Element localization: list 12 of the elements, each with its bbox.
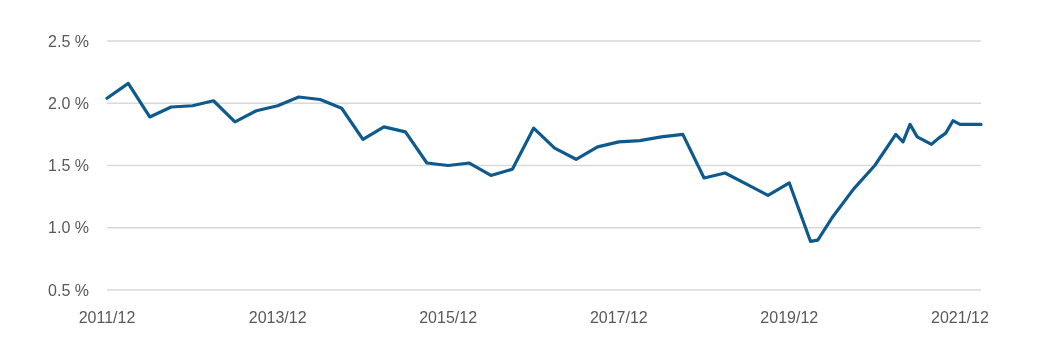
line-series [105,81,983,244]
y-tick-label: 0.5 % [48,281,89,299]
x-tick-label: 2011/12 [78,309,136,326]
y-tick-label: 1.5 % [48,157,89,175]
x-tick-label: 2015/12 [419,309,478,326]
y-tick-label: 2.5 % [48,32,89,50]
x-tick-label: 2013/12 [248,309,307,326]
x-tick-label: 2019/12 [760,309,819,326]
y-tick-label: 1.0 % [48,219,89,237]
x-tick-label: 2021/12 [931,309,989,326]
x-tick-label: 2017/12 [589,309,648,326]
y-tick-label: 2.0 % [48,94,89,112]
